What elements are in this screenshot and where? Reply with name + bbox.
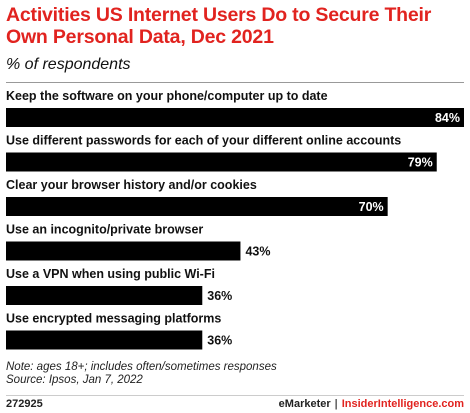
category-label: Use different passwords for each of your…	[6, 134, 401, 148]
category-label: Keep the software on your phone/computer…	[6, 89, 328, 103]
brand-insider-intelligence: InsiderIntelligence.com	[341, 398, 464, 410]
chart-subtitle: % of respondents	[6, 56, 131, 73]
brand-separator: |	[334, 398, 338, 410]
value-label: 79%	[408, 156, 433, 170]
chart-title: Activities US Internet Users Do to Secur…	[6, 4, 432, 48]
category-label: Use an incognito/private browser	[6, 223, 203, 237]
chart-notes: Note: ages 18+; includes often/sometimes…	[6, 361, 277, 387]
bar	[6, 286, 203, 305]
category-label: Clear your browser history and/or cookie…	[6, 178, 257, 192]
category-label: Use encrypted messaging platforms	[6, 312, 221, 326]
bar	[6, 197, 388, 216]
category-label: Use a VPN when using public Wi-Fi	[6, 267, 215, 281]
value-label: 36%	[207, 289, 232, 303]
value-label: 70%	[359, 200, 384, 214]
value-label: 36%	[207, 334, 232, 348]
note-text: Note: ages 18+; includes often/sometimes…	[6, 361, 277, 373]
footer-divider	[6, 395, 464, 396]
value-label: 84%	[435, 111, 460, 125]
source-text: Source: Ipsos, Jan 7, 2022	[6, 374, 143, 386]
bar	[6, 241, 241, 261]
bar	[6, 108, 464, 127]
chart-id: 272925	[6, 398, 43, 410]
bar	[6, 152, 437, 172]
brand-footer: eMarketer | InsiderIntelligence.com	[279, 398, 464, 410]
bar	[6, 330, 203, 350]
value-label: 43%	[245, 245, 270, 259]
header-divider	[6, 82, 464, 83]
brand-emarketer: eMarketer	[278, 398, 331, 410]
